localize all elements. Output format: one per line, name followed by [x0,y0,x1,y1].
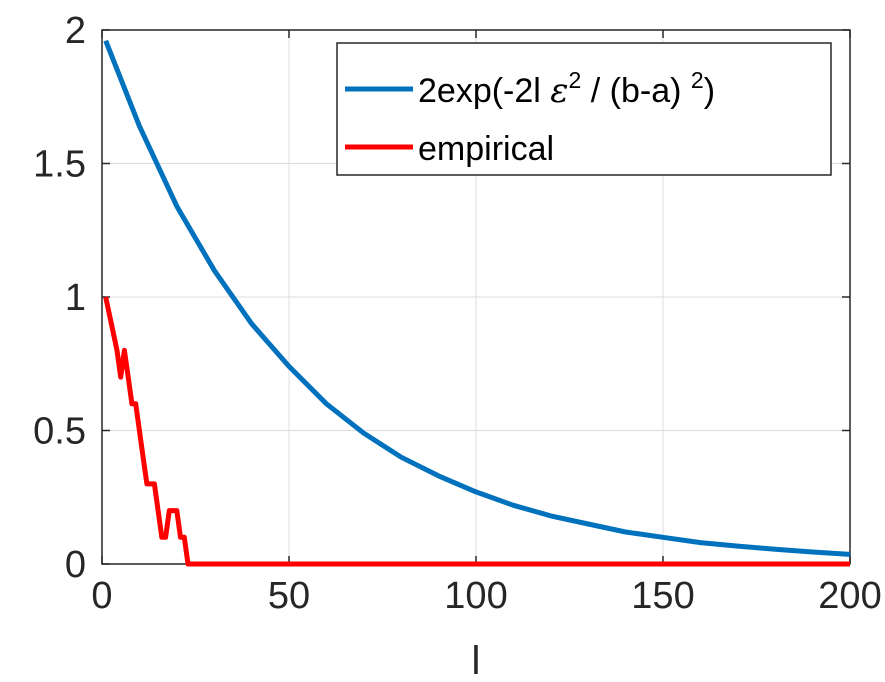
legend-text-part: ) [704,72,715,110]
x-tick-label: 200 [818,575,881,617]
x-tick-label: 150 [631,575,694,617]
x-tick-label: 50 [268,575,310,617]
y-tick-label: 0.5 [33,411,86,453]
x-tick-label: 0 [91,575,112,617]
legend: 2exp(-2l ε2 / (b-a) 2)empirical [336,42,832,176]
legend-box [336,42,832,176]
legend-text-part: 2exp(-2l [418,72,550,110]
legend-text-part: / (b-a) [581,72,691,110]
x-tick-label: 100 [444,575,507,617]
series-line-1 [103,296,850,567]
legend-text-part: 2 [569,67,582,93]
y-tick-label: 2 [65,10,86,52]
y-tick-label: 0 [65,544,86,586]
legend-entry-label: empirical [418,130,554,168]
legend-text-part: empirical [418,130,554,168]
y-tick-label: 1.5 [33,144,86,186]
series-line-0 [103,39,851,557]
legend-entry-label: 2exp(-2l ε2 / (b-a) 2) [418,67,715,111]
y-tick-label: 1 [65,277,86,319]
x-axis-label: l [472,639,481,682]
series-lines [103,39,851,567]
legend-text-part: 2 [691,67,704,93]
tick-labels: 0 50 100 150 200 0 0.5 1 1.5 2 [33,10,882,617]
legend-text-part: ε [550,71,568,111]
